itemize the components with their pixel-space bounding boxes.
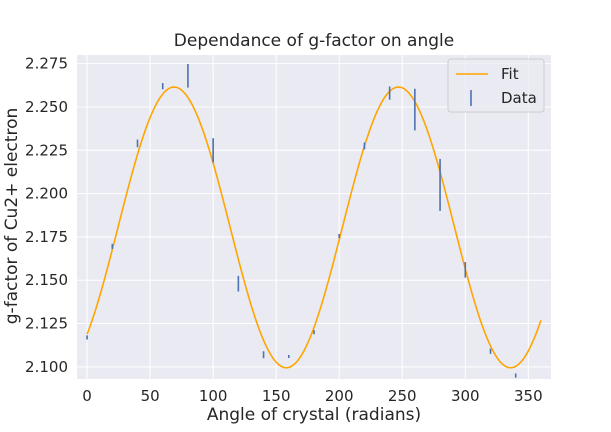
- y-tick-label: 2.275: [25, 55, 68, 73]
- y-tick-label: 2.150: [25, 271, 68, 289]
- x-tick-labels: 0 50 100 150 200 250 300 350: [82, 387, 542, 405]
- x-tick-label: 300: [451, 387, 480, 405]
- y-tick-labels: 2.100 2.125 2.150 2.175 2.200 2.225 2.250 2.275: [25, 55, 68, 376]
- y-axis-label: g-factor of Cu2+ electron: [2, 108, 22, 324]
- legend: Fit Data: [447, 58, 545, 113]
- x-tick-label: 0: [82, 387, 92, 405]
- legend-data-label: Data: [501, 89, 537, 107]
- x-axis-label: Angle of crystal (radians): [207, 405, 421, 425]
- legend-box: [447, 58, 545, 113]
- y-tick-label: 2.225: [25, 141, 68, 159]
- chart-title: Dependance of g-factor on angle: [174, 31, 454, 51]
- y-tick-label: 2.100: [25, 358, 68, 376]
- x-tick-label: 50: [141, 387, 160, 405]
- legend-fit-label: Fit: [501, 65, 519, 83]
- x-tick-label: 150: [262, 387, 291, 405]
- x-tick-label: 200: [325, 387, 354, 405]
- data-layer: [86, 64, 517, 378]
- x-tick-label: 350: [514, 387, 543, 405]
- y-tick-label: 2.125: [25, 315, 68, 333]
- y-tick-label: 2.200: [25, 185, 68, 203]
- x-tick-label: 100: [199, 387, 228, 405]
- x-tick-label: 250: [388, 387, 417, 405]
- y-tick-label: 2.175: [25, 228, 68, 246]
- y-tick-label: 2.250: [25, 98, 68, 116]
